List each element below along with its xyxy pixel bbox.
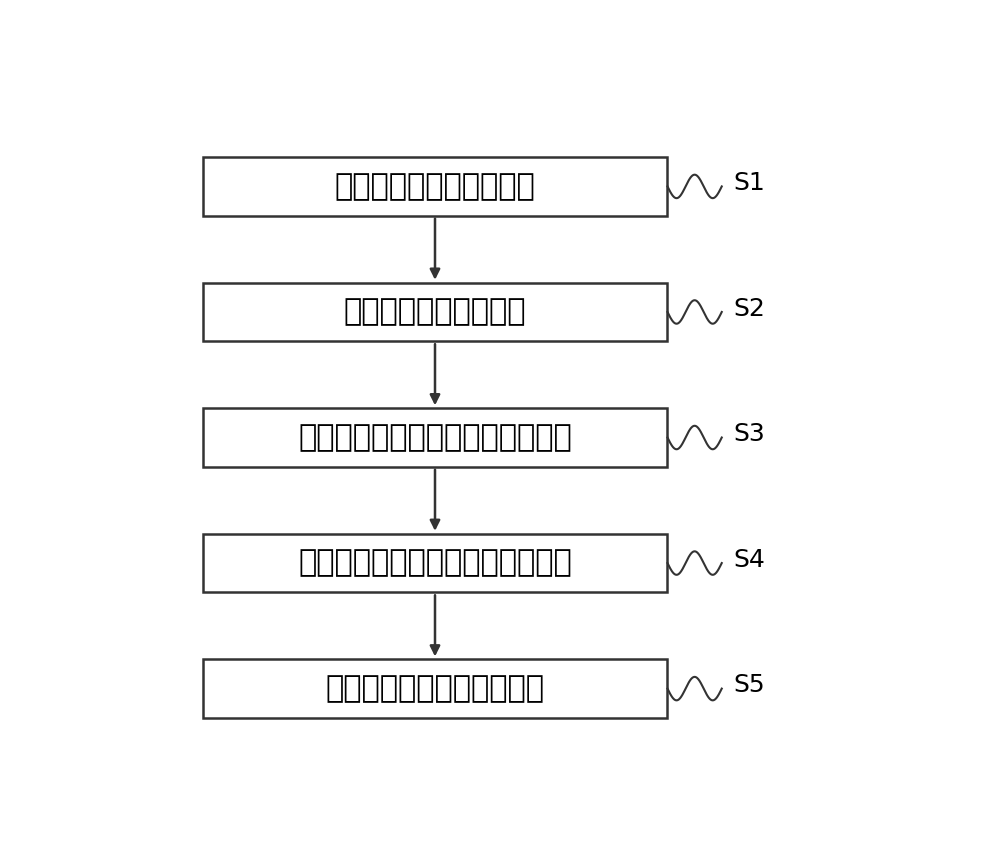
Bar (203, 408, 667, 467)
Text: S4: S4 (733, 548, 765, 572)
Bar (203, 534, 667, 592)
Text: 记录不同质地土壤的入渗实验数据: 记录不同质地土壤的入渗实验数据 (298, 423, 572, 452)
Text: S1: S1 (733, 171, 765, 195)
Text: 检查圆筒入渗仪的气密性: 检查圆筒入渗仪的气密性 (335, 172, 535, 201)
Text: S2: S2 (733, 296, 765, 321)
Bar (203, 157, 667, 216)
Bar (203, 283, 667, 341)
Text: 建立原状土饱和导水率的稳态模型: 建立原状土饱和导水率的稳态模型 (298, 549, 572, 578)
Text: S5: S5 (733, 673, 765, 697)
Text: 计算土壤饱和导水率计算值: 计算土壤饱和导水率计算值 (326, 674, 544, 703)
Text: S3: S3 (733, 423, 765, 446)
Text: 选择测试点安装入渗仪: 选择测试点安装入渗仪 (344, 297, 526, 326)
Bar (203, 659, 667, 718)
